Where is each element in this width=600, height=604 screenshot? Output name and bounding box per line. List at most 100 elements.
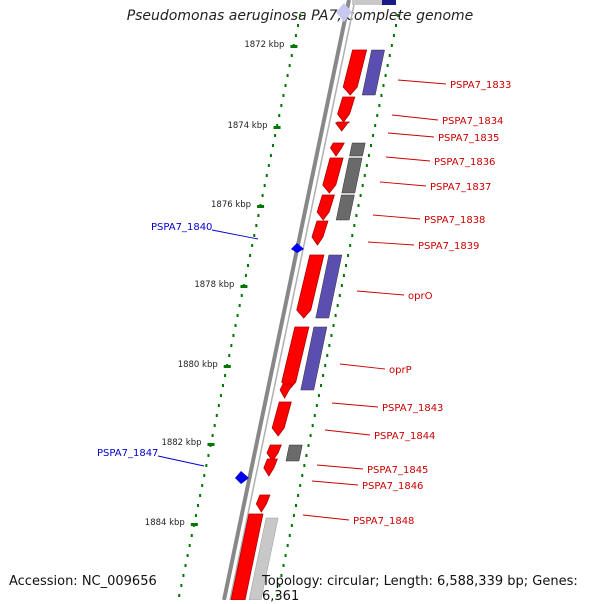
gene-arrow-PSPA7_1846 [263, 458, 278, 477]
inner-dot-track-dot [286, 544, 289, 547]
outer-dot-track-dot [207, 454, 210, 457]
inner-dot-track-dot [292, 514, 295, 517]
gene-arrow-PSPA7_1845 [266, 444, 282, 462]
cds-bar-PSPA7_1845 [285, 444, 303, 462]
inner-dot-track-dot [361, 184, 364, 187]
gene-arrow-PSPA7_1847 [235, 471, 249, 484]
inner-dot-track-dot [334, 314, 337, 317]
outer-dot-track-dot [184, 564, 187, 567]
inner-dot-track-dot [392, 34, 395, 37]
outer-dot-track-dot [274, 134, 277, 137]
inner-dot-track-dot [288, 534, 291, 537]
kbp-tick [273, 126, 281, 129]
outer-dot-track-dot [188, 544, 191, 547]
inner-dot-track-dot [278, 584, 281, 587]
outer-dot-track-dot [278, 114, 281, 117]
leader-line [356, 290, 405, 296]
inner-dot-track-dot [365, 164, 368, 167]
top-blue-block [382, 0, 396, 5]
outer-dot-track-dot [180, 584, 183, 587]
inner-dot-track-dot [276, 594, 279, 597]
outer-dot-track-dot [219, 394, 222, 397]
gene-label: PSPA7_1833 [450, 80, 511, 91]
bottom-gene-arrow [230, 513, 264, 600]
gene-label: PSPA7_1836 [434, 157, 495, 168]
top-gene-arrow [336, 3, 352, 22]
gene-arrow-PSPA7_1834 [337, 96, 356, 123]
inner-dot-track-dot [395, 24, 398, 27]
gene-label: PSPA7_1840 [151, 222, 212, 233]
kbp-label: 1874 kbp [227, 121, 267, 131]
outer-dot-track-dot [234, 324, 237, 327]
inner-dot-track-dot [295, 504, 298, 507]
inner-dot-track-dot [370, 144, 373, 147]
backbone-inner-line [229, 0, 356, 600]
leader-line [324, 429, 371, 436]
outer-dot-track-dot [211, 434, 214, 437]
gene-arrow-PSPA7_1837 [322, 157, 344, 194]
inner-dot-track-dot [338, 294, 341, 297]
leader-line [157, 455, 205, 467]
inner-dot-track-dot [290, 524, 293, 527]
inner-dot-track-dot [280, 574, 283, 577]
inner-dot-track-dot [345, 264, 348, 267]
gene-label: PSPA7_1844 [374, 431, 435, 442]
outer-dot-track-dot [182, 574, 185, 577]
kbp-tick [290, 45, 298, 48]
inner-dot-track-dot [372, 134, 375, 137]
inner-dot-track-dot [332, 324, 335, 327]
outer-dot-track-dot [224, 374, 227, 377]
leader-line [367, 241, 415, 246]
kbp-tick [207, 443, 215, 446]
cds-bar-PSPA7_1833 [361, 49, 385, 96]
outer-dot-track-dot [297, 24, 300, 27]
outer-dot-track-dot [263, 184, 266, 187]
outer-dot-track-dot [290, 54, 293, 57]
gene-label: PSPA7_1835 [438, 133, 499, 144]
gene-label: PSPA7_1847 [97, 448, 158, 459]
leader-line [331, 402, 379, 408]
inner-dot-track-dot [324, 364, 327, 367]
accession-text: Accession: NC_009656 [9, 574, 157, 589]
kbp-dot-tracks [178, 14, 400, 597]
inner-dot-track-dot [326, 354, 329, 357]
outer-dot-track-dot [213, 424, 216, 427]
outer-dot-track-dot [284, 84, 287, 87]
leader-line [311, 480, 359, 486]
leader-line [379, 181, 427, 187]
gene-label: PSPA7_1839 [418, 241, 479, 252]
outer-dot-track-dot [249, 254, 252, 257]
inner-dot-track-dot [313, 414, 316, 417]
inner-dot-track-dot [309, 434, 312, 437]
kbp-tick [240, 285, 248, 288]
outer-dot-track-dot [282, 94, 285, 97]
outer-dot-track-dot [288, 64, 291, 67]
inner-dot-track-dot [355, 214, 358, 217]
inner-dot-track-dot [363, 174, 366, 177]
inner-dot-track-dot [299, 484, 302, 487]
outer-dot-track-dot [269, 154, 272, 157]
cds-bar-oprO [315, 254, 343, 319]
kbp-label: 1876 kbp [211, 200, 251, 210]
gene-label: PSPA7_1846 [362, 481, 423, 492]
outer-dot-track-dot [261, 194, 264, 197]
inner-dot-track-dot [340, 284, 343, 287]
gene-arrow-oprO [296, 254, 325, 319]
outer-dot-track-dot [236, 314, 239, 317]
cds-bar-PSPA7_1838 [335, 194, 355, 221]
inner-dot-track-dot [382, 84, 385, 87]
outer-dot-track-dot [280, 104, 283, 107]
top-gray-block [352, 0, 382, 5]
inner-dot-track-dot [378, 104, 381, 107]
inner-dot-track-dot [322, 374, 325, 377]
outer-dot-track-dot [203, 474, 206, 477]
gene-arrow-PSPA7_1833 [342, 49, 368, 96]
inner-dot-track-dot [301, 474, 304, 477]
gene-arrow-PSPA7_1843 [279, 383, 293, 399]
outer-dot-track-dot [276, 124, 279, 127]
leader-line [372, 214, 421, 220]
outer-dot-track-dot [272, 144, 275, 147]
inner-dot-track-dot [397, 14, 400, 17]
outer-dot-track-dot [244, 274, 247, 277]
gene-arrow-PSPA7_1848 [255, 494, 271, 513]
